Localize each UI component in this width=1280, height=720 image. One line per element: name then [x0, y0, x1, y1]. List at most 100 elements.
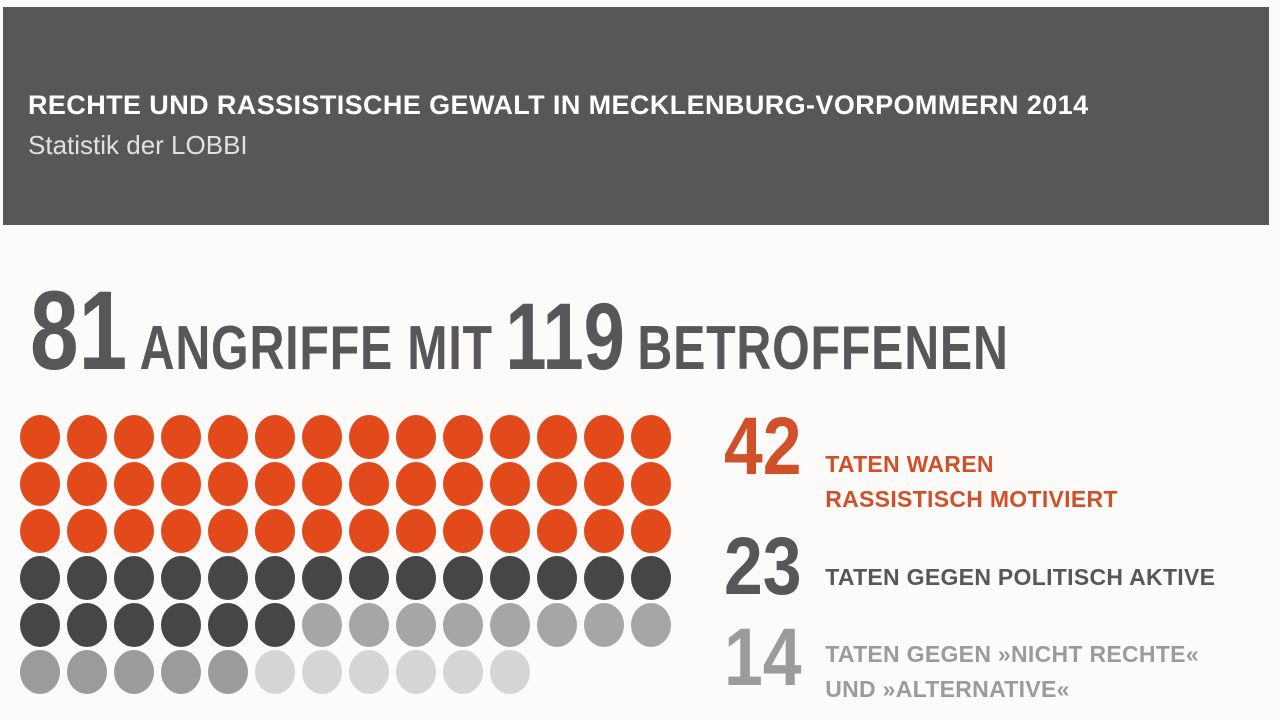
- victims-count: 119: [505, 284, 625, 390]
- waffle-dot: [208, 556, 248, 600]
- stat-label-line: TATEN WAREN: [825, 451, 994, 477]
- waffle-dot: [443, 509, 483, 553]
- waffle-dot: [20, 462, 60, 506]
- waffle-dot: [161, 509, 201, 553]
- waffle-dot: [161, 556, 201, 600]
- waffle-dot: [161, 603, 201, 647]
- waffle-dot: [349, 556, 389, 600]
- waffle-dot: [349, 603, 389, 647]
- waffle-dot: [443, 650, 483, 694]
- waffle-dot: [255, 650, 295, 694]
- waffle-dot: [161, 462, 201, 506]
- waffle-dot: [584, 415, 624, 459]
- waffle-dot: [161, 415, 201, 459]
- stat-value: 42: [724, 401, 802, 492]
- waffle-row: [20, 462, 678, 506]
- waffle-dot: [114, 556, 154, 600]
- waffle-dot: [490, 556, 530, 600]
- waffle-dot: [490, 509, 530, 553]
- waffle-dot: [443, 415, 483, 459]
- stat-label: TATEN GEGEN »NICHT RECHTE« UND »ALTERNATI…: [825, 637, 1199, 707]
- victims-label: BETROFFENEN: [637, 314, 1009, 383]
- waffle-dot: [114, 650, 154, 694]
- stat-label: TATEN WAREN RASSISTISCH MOTIVIERT: [825, 447, 1118, 517]
- waffle-dot: [396, 603, 436, 647]
- waffle-dot: [349, 650, 389, 694]
- waffle-dot: [443, 603, 483, 647]
- waffle-row: [20, 650, 678, 694]
- header-subtitle: Statistik der LOBBI: [28, 130, 248, 160]
- waffle-dot: [537, 556, 577, 600]
- waffle-dot: [255, 509, 295, 553]
- waffle-dot: [537, 415, 577, 459]
- stat-label-line: TATEN GEGEN POLITISCH AKTIVE: [825, 564, 1216, 590]
- stat-item: 23 TATEN GEGEN POLITISCH AKTIVE: [724, 526, 1215, 608]
- waffle-dot: [208, 509, 248, 553]
- waffle-dot: [114, 603, 154, 647]
- waffle-dot: [349, 462, 389, 506]
- waffle-dot: [302, 462, 342, 506]
- waffle-dot: [67, 603, 107, 647]
- waffle-row: [20, 415, 678, 459]
- waffle-dot: [255, 603, 295, 647]
- waffle-dot: [490, 603, 530, 647]
- waffle-dot: [396, 462, 436, 506]
- waffle-dot: [396, 556, 436, 600]
- waffle-dot: [302, 509, 342, 553]
- stat-value: 14: [724, 612, 802, 703]
- waffle-dot: [208, 650, 248, 694]
- waffle-dot: [584, 556, 624, 600]
- waffle-dot: [208, 603, 248, 647]
- waffle-dot: [67, 650, 107, 694]
- waffle-dot: [631, 603, 671, 647]
- waffle-dot: [114, 509, 154, 553]
- waffle-dot: [349, 415, 389, 459]
- stat-item: 42 TATEN WAREN RASSISTISCH MOTIVIERT: [724, 406, 1118, 517]
- attacks-label: ANGRIFFE MIT: [139, 314, 493, 383]
- waffle-dot: [490, 462, 530, 506]
- waffle-dot: [255, 462, 295, 506]
- waffle-dot: [20, 509, 60, 553]
- waffle-dot: [114, 415, 154, 459]
- stat-label: TATEN GEGEN POLITISCH AKTIVE: [825, 560, 1215, 608]
- waffle-dot: [302, 415, 342, 459]
- waffle-dot: [208, 462, 248, 506]
- waffle-dot: [67, 462, 107, 506]
- waffle-dot: [20, 650, 60, 694]
- waffle-dot: [302, 556, 342, 600]
- waffle-dot: [161, 650, 201, 694]
- waffle-chart: [20, 415, 678, 697]
- waffle-dot: [255, 415, 295, 459]
- waffle-dot: [490, 650, 530, 694]
- waffle-dot: [443, 556, 483, 600]
- waffle-dot: [584, 509, 624, 553]
- waffle-dot: [396, 509, 436, 553]
- waffle-row: [20, 556, 678, 600]
- waffle-dot: [349, 509, 389, 553]
- waffle-dot: [208, 415, 248, 459]
- waffle-dot: [302, 603, 342, 647]
- waffle-dot: [631, 556, 671, 600]
- waffle-dot: [67, 509, 107, 553]
- waffle-dot: [584, 462, 624, 506]
- waffle-dot: [20, 603, 60, 647]
- waffle-dot: [20, 415, 60, 459]
- stat-value: 23: [724, 521, 802, 612]
- attacks-count: 81: [30, 268, 128, 393]
- waffle-dot: [255, 556, 295, 600]
- waffle-dot: [67, 556, 107, 600]
- waffle-dot: [631, 509, 671, 553]
- waffle-dot: [443, 462, 483, 506]
- waffle-row: [20, 603, 678, 647]
- waffle-row: [20, 509, 678, 553]
- waffle-dot: [396, 415, 436, 459]
- waffle-dot: [584, 603, 624, 647]
- stat-label-line: TATEN GEGEN »NICHT RECHTE«: [825, 641, 1199, 667]
- header-band: RECHTE UND RASSISTISCHE GEWALT IN MECKLE…: [3, 7, 1269, 225]
- stat-label-line: RASSISTISCH MOTIVIERT: [825, 486, 1118, 512]
- headline: 81 ANGRIFFE MIT 119 BETROFFENEN: [30, 275, 1009, 387]
- waffle-dot: [537, 603, 577, 647]
- waffle-dot: [20, 556, 60, 600]
- waffle-dot: [631, 415, 671, 459]
